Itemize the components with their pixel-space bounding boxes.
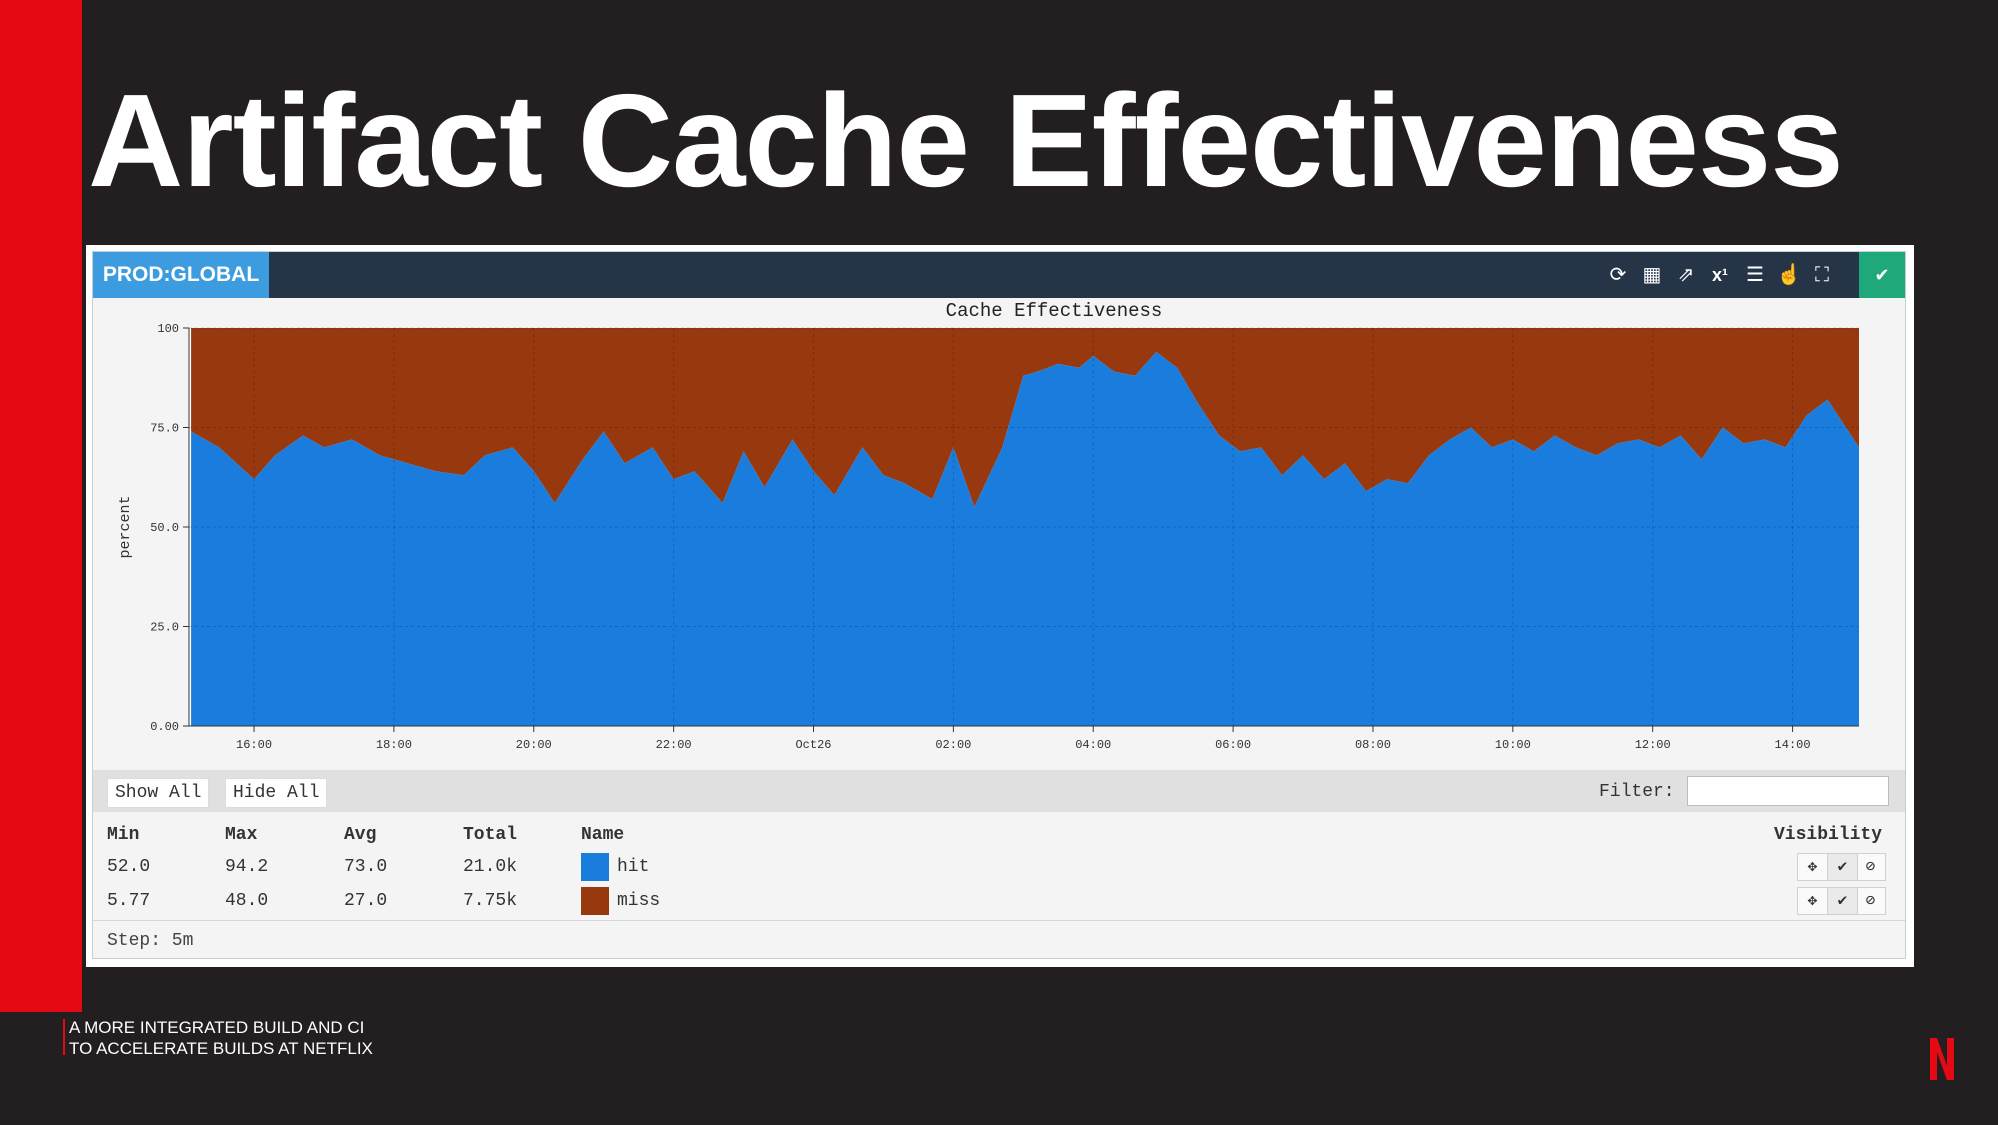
miss-min: 5.77 (107, 891, 151, 911)
hide-all-button[interactable]: Hide All (225, 778, 328, 808)
miss-color-swatch[interactable] (581, 887, 609, 915)
x-tick-label: 02:00 (935, 738, 971, 752)
col-name-header: Name (581, 825, 625, 845)
filter-label: Filter: (1599, 782, 1675, 802)
x-tick-label: 04:00 (1075, 738, 1111, 752)
y-tick-label: 25.0 (150, 621, 179, 635)
layout-icon[interactable]: ▦ (1642, 264, 1662, 286)
hit-avg: 73.0 (344, 857, 388, 877)
external-link-icon[interactable]: ⇗ (1677, 264, 1695, 286)
cache-effectiveness-chart: 0.00 25.0 50.0 75.0 100 16:00 18:00 20:00 22:00 O… (117, 300, 1859, 752)
series-area-hit (191, 351, 1859, 726)
confirm-check-icon[interactable]: ✔ (1859, 252, 1905, 298)
x-tick-label: 14:00 (1775, 738, 1811, 752)
list-icon[interactable]: ☰ (1746, 264, 1764, 286)
x-tick-label: 10:00 (1495, 738, 1531, 752)
x-tick-label: 16:00 (236, 738, 272, 752)
x-tick-label: 18:00 (376, 738, 412, 752)
show-check-icon[interactable]: ✔ (1827, 888, 1858, 914)
slide-title: Artifact Cache Effectiveness (88, 67, 1844, 214)
superscript-icon[interactable]: x¹ (1711, 265, 1728, 285)
miss-series-name[interactable]: miss (617, 891, 661, 911)
hit-max: 94.2 (225, 857, 269, 877)
graph-panel: PROD:GLOBAL ⟳ ▦ ⇗ x¹ ☰ ☝ ⛶ ✔ 0.00 25.0 50.… (86, 245, 1914, 967)
col-total-header: Total (463, 825, 518, 845)
hit-color-swatch[interactable] (581, 853, 609, 881)
fullscreen-icon[interactable]: ⛶ (1815, 264, 1829, 286)
x-tick-label: 20:00 (516, 738, 552, 752)
step-label: Step: 5m (107, 931, 194, 951)
col-max-header: Max (225, 825, 258, 845)
brand-side-bar (0, 0, 82, 1012)
legend-table: Min Max Avg Total Name Visibility 52.0 9… (93, 812, 1905, 920)
legend-controls: Show All Hide All Filter: (93, 770, 1905, 812)
filter-input[interactable] (1687, 776, 1889, 806)
pointer-icon[interactable]: ☝ (1776, 264, 1802, 286)
x-tick-label: 12:00 (1635, 738, 1671, 752)
show-check-icon[interactable]: ✔ (1827, 854, 1858, 880)
chart-title: Cache Effectiveness (946, 300, 1163, 322)
step-info: Step: 5m (93, 920, 1905, 959)
miss-avg: 27.0 (344, 891, 388, 911)
hide-ban-icon[interactable]: ⊘ (1865, 892, 1876, 910)
col-min-header: Min (107, 825, 140, 845)
footer-line-2: TO ACCELERATE BUILDS AT NETFLIX (69, 1039, 373, 1058)
miss-max: 48.0 (225, 891, 269, 911)
footer-divider (63, 1019, 65, 1055)
y-tick-label: 50.0 (150, 521, 179, 535)
hit-visibility-controls: ✥ ✔ ⊘ (1797, 853, 1886, 881)
focus-icon[interactable]: ✥ (1807, 892, 1818, 910)
miss-total: 7.75k (463, 891, 518, 911)
environment-badge[interactable]: PROD:GLOBAL (93, 252, 269, 298)
x-tick-label: 08:00 (1355, 738, 1391, 752)
netflix-logo (1930, 1038, 1954, 1080)
panel-toolbar: PROD:GLOBAL ⟳ ▦ ⇗ x¹ ☰ ☝ ⛶ ✔ (93, 252, 1905, 298)
hit-min: 52.0 (107, 857, 151, 877)
col-avg-header: Avg (344, 825, 377, 845)
hit-series-name[interactable]: hit (617, 857, 650, 877)
x-tick-label: 06:00 (1215, 738, 1251, 752)
miss-visibility-controls: ✥ ✔ ⊘ (1797, 887, 1886, 915)
y-tick-label: 75.0 (150, 422, 179, 436)
series-area-miss (191, 328, 1859, 508)
col-visibility-header: Visibility (1774, 825, 1883, 845)
footer-line-1: A MORE INTEGRATED BUILD AND CI (69, 1018, 365, 1037)
focus-icon[interactable]: ✥ (1807, 858, 1818, 876)
y-tick-label: 0.00 (150, 720, 179, 734)
hit-total: 21.0k (463, 857, 518, 877)
x-tick-label: 22:00 (656, 738, 692, 752)
graph-panel-inner: PROD:GLOBAL ⟳ ▦ ⇗ x¹ ☰ ☝ ⛶ ✔ 0.00 25.0 50.… (92, 251, 1906, 959)
hide-ban-icon[interactable]: ⊘ (1865, 858, 1876, 876)
y-axis-label: percent (117, 495, 134, 558)
y-tick-label: 100 (157, 322, 179, 336)
x-tick-label: Oct26 (795, 738, 831, 752)
footer-caption: A MORE INTEGRATED BUILD AND CI TO ACCELE… (69, 1017, 373, 1059)
show-all-button[interactable]: Show All (107, 778, 210, 808)
refresh-icon[interactable]: ⟳ (1609, 264, 1627, 286)
